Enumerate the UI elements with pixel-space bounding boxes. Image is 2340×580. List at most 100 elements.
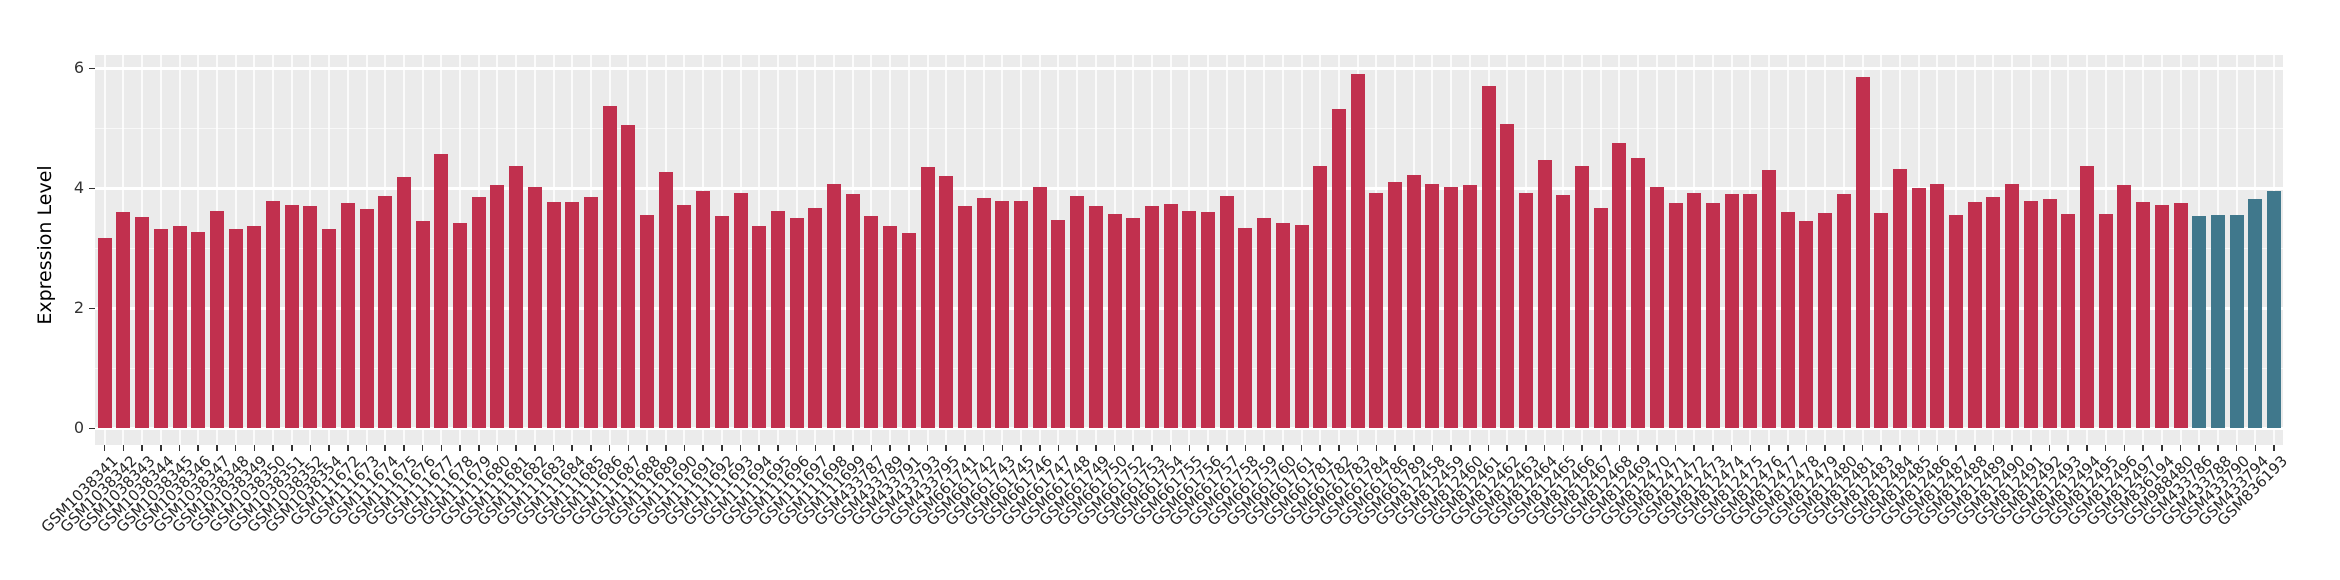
bar (1088, 205, 1103, 429)
x-tick-mark (440, 445, 443, 451)
x-tick-mark (1543, 445, 1546, 451)
bar (1014, 200, 1029, 429)
bar (1836, 194, 1851, 429)
bar (714, 215, 729, 429)
bar (1986, 197, 2001, 429)
x-tick-mark (347, 445, 349, 451)
bar (1892, 168, 1907, 429)
x-tick-mark (1412, 445, 1415, 451)
x-tick-mark (2273, 445, 2275, 451)
bar (1743, 194, 1758, 429)
x-tick-mark (608, 445, 611, 451)
x-tick-mark (982, 445, 985, 451)
bar (2248, 199, 2263, 429)
x-tick-mark (1899, 445, 1901, 451)
bar (2136, 202, 2151, 429)
x-tick-mark (1973, 445, 1976, 451)
x-tick-mark (1001, 445, 1004, 451)
bar (359, 209, 374, 429)
bar (1705, 203, 1720, 429)
bar (1425, 184, 1440, 429)
bar (509, 166, 524, 429)
bar (789, 217, 804, 429)
x-tick-mark (122, 445, 125, 451)
bar (1219, 195, 1234, 429)
x-tick-mark (2104, 445, 2107, 451)
bar (1444, 187, 1459, 429)
y-tick-mark (89, 67, 95, 70)
bar (1818, 212, 1833, 429)
x-tick-mark (1282, 445, 1284, 451)
bar (2079, 165, 2094, 429)
bar (1294, 224, 1309, 429)
bar (1631, 157, 1646, 429)
x-tick-mark (1599, 445, 1602, 451)
x-tick-mark (1057, 445, 1060, 451)
bar (864, 215, 879, 429)
x-tick-mark (908, 445, 910, 451)
bar (2117, 185, 2132, 429)
bar (1032, 186, 1047, 429)
bar (1481, 85, 1496, 429)
bar (1369, 192, 1384, 429)
bar (1126, 217, 1141, 429)
bar (621, 125, 636, 429)
bar (396, 176, 411, 429)
x-tick-mark (964, 445, 966, 451)
bar (1537, 160, 1552, 429)
x-tick-mark (2048, 445, 2051, 451)
bar (1275, 223, 1290, 429)
bar (378, 195, 393, 429)
x-tick-mark (178, 445, 181, 451)
bar (415, 221, 430, 429)
bar (1949, 215, 1964, 429)
x-tick-mark (1562, 445, 1565, 451)
bar (172, 225, 187, 429)
x-tick-mark (1506, 445, 1509, 451)
x-tick-mark (702, 445, 704, 451)
x-tick-mark (627, 445, 630, 451)
bar (1518, 192, 1533, 429)
bar (1575, 166, 1590, 429)
x-tick-mark (1169, 445, 1172, 451)
bar (1930, 183, 1945, 429)
bar (1144, 205, 1159, 429)
x-tick-mark (590, 445, 592, 451)
x-tick-mark (1637, 445, 1639, 451)
bar (1406, 174, 1421, 429)
x-tick-mark (1263, 445, 1265, 451)
x-tick-mark (1132, 445, 1135, 451)
x-tick-mark (926, 445, 929, 451)
x-tick-mark (1936, 445, 1939, 451)
x-tick-mark (1076, 445, 1078, 451)
y-tick-label: 2 (73, 298, 84, 318)
x-tick-mark (2235, 445, 2238, 451)
x-tick-mark (1020, 445, 1022, 451)
bar (340, 202, 355, 429)
bar (808, 207, 823, 429)
x-tick-mark (552, 445, 555, 451)
x-tick-mark (1749, 445, 1752, 451)
bar (939, 176, 954, 429)
x-tick-mark (1300, 445, 1303, 451)
x-tick-mark (253, 445, 256, 451)
x-tick-mark (2123, 445, 2126, 451)
bar (2229, 214, 2244, 429)
bar (995, 200, 1010, 429)
x-tick-mark (2011, 445, 2013, 451)
bar (97, 238, 112, 429)
bar (471, 197, 486, 429)
x-tick-mark (758, 445, 761, 451)
x-tick-mark (160, 445, 162, 451)
bar (1331, 108, 1346, 429)
x-tick-mark (1450, 445, 1452, 451)
plot-panel (95, 55, 2283, 445)
x-tick-mark (309, 445, 312, 451)
x-tick-mark (664, 445, 667, 451)
bar (1724, 194, 1739, 429)
x-tick-mark (384, 445, 386, 451)
bar (1238, 227, 1253, 429)
x-tick-mark (2086, 445, 2088, 451)
x-tick-mark (1768, 445, 1770, 451)
